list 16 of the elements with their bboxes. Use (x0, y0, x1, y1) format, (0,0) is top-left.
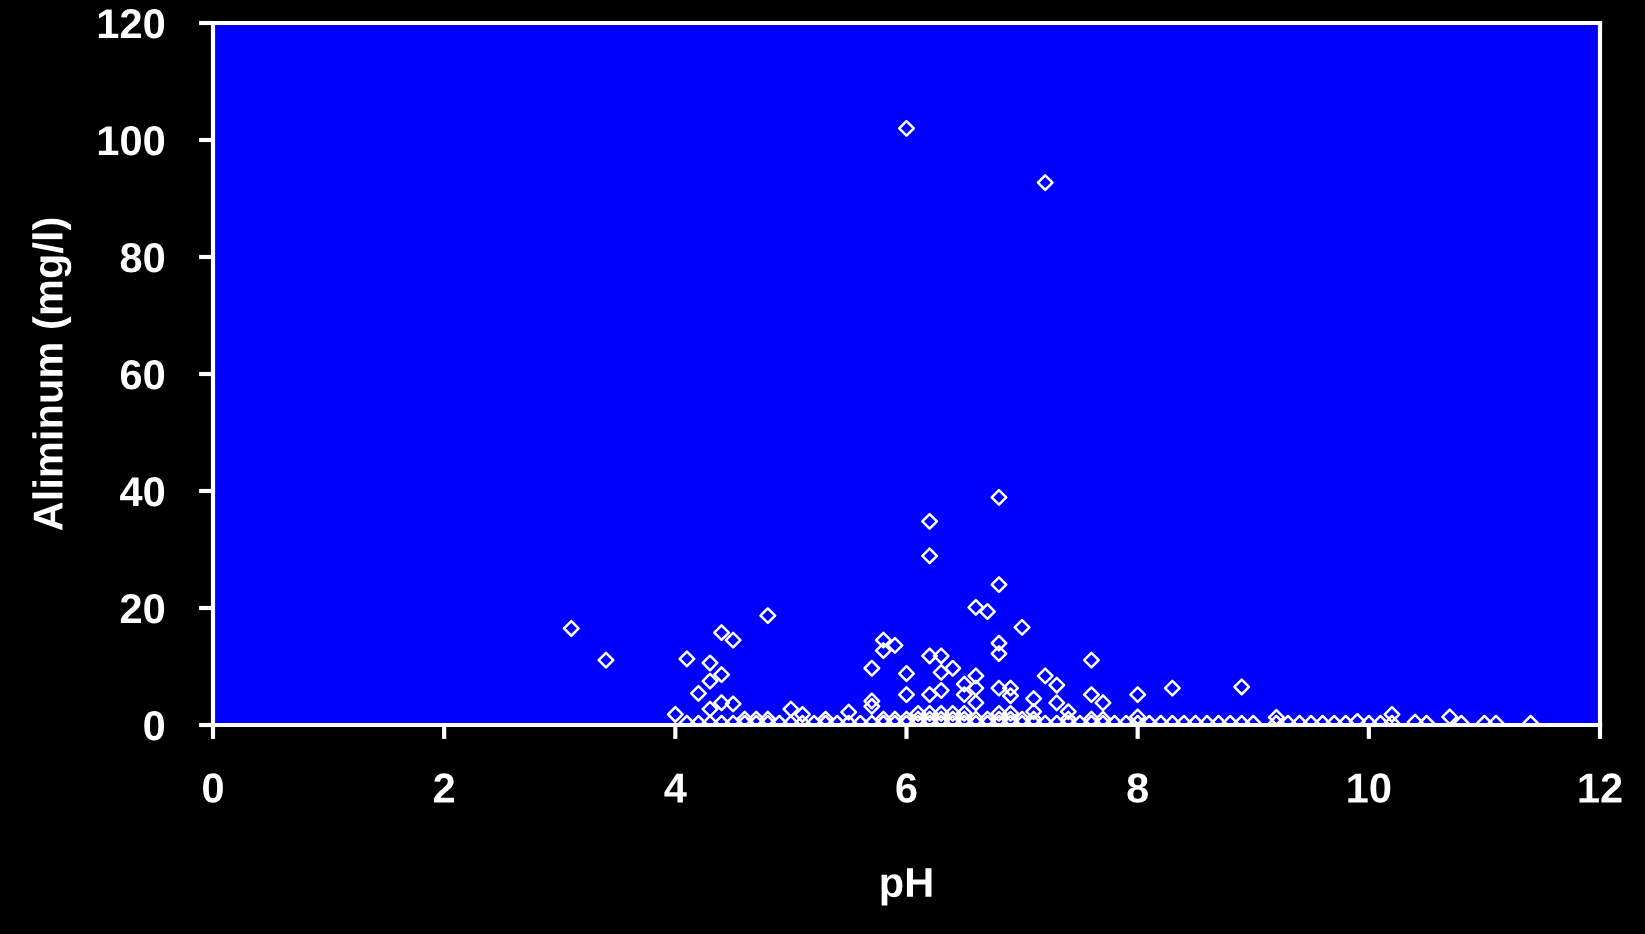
x-tick-label: 4 (664, 773, 687, 803)
x-tick-label: 0 (203, 773, 223, 803)
x-tick-label: 2 (434, 773, 455, 803)
x-tick-label: 10 (1348, 773, 1391, 803)
y-tick-label: 120 (98, 9, 165, 39)
x-tick-label: 8 (1127, 773, 1148, 803)
x-tick-label: 6 (896, 773, 917, 803)
y-tick-label: 40 (120, 477, 165, 507)
x-tick-label: 12 (1579, 773, 1622, 803)
y-tick-label: 60 (120, 360, 165, 390)
y-tick-label: 0 (144, 711, 165, 741)
y-tick-label: 80 (120, 243, 165, 273)
y-tick-label: 100 (98, 126, 165, 156)
y-axis-title: Aliminum (mg/l) (32, 218, 72, 531)
y-tick-label: 20 (120, 594, 165, 624)
x-axis-title: pH (881, 868, 932, 906)
